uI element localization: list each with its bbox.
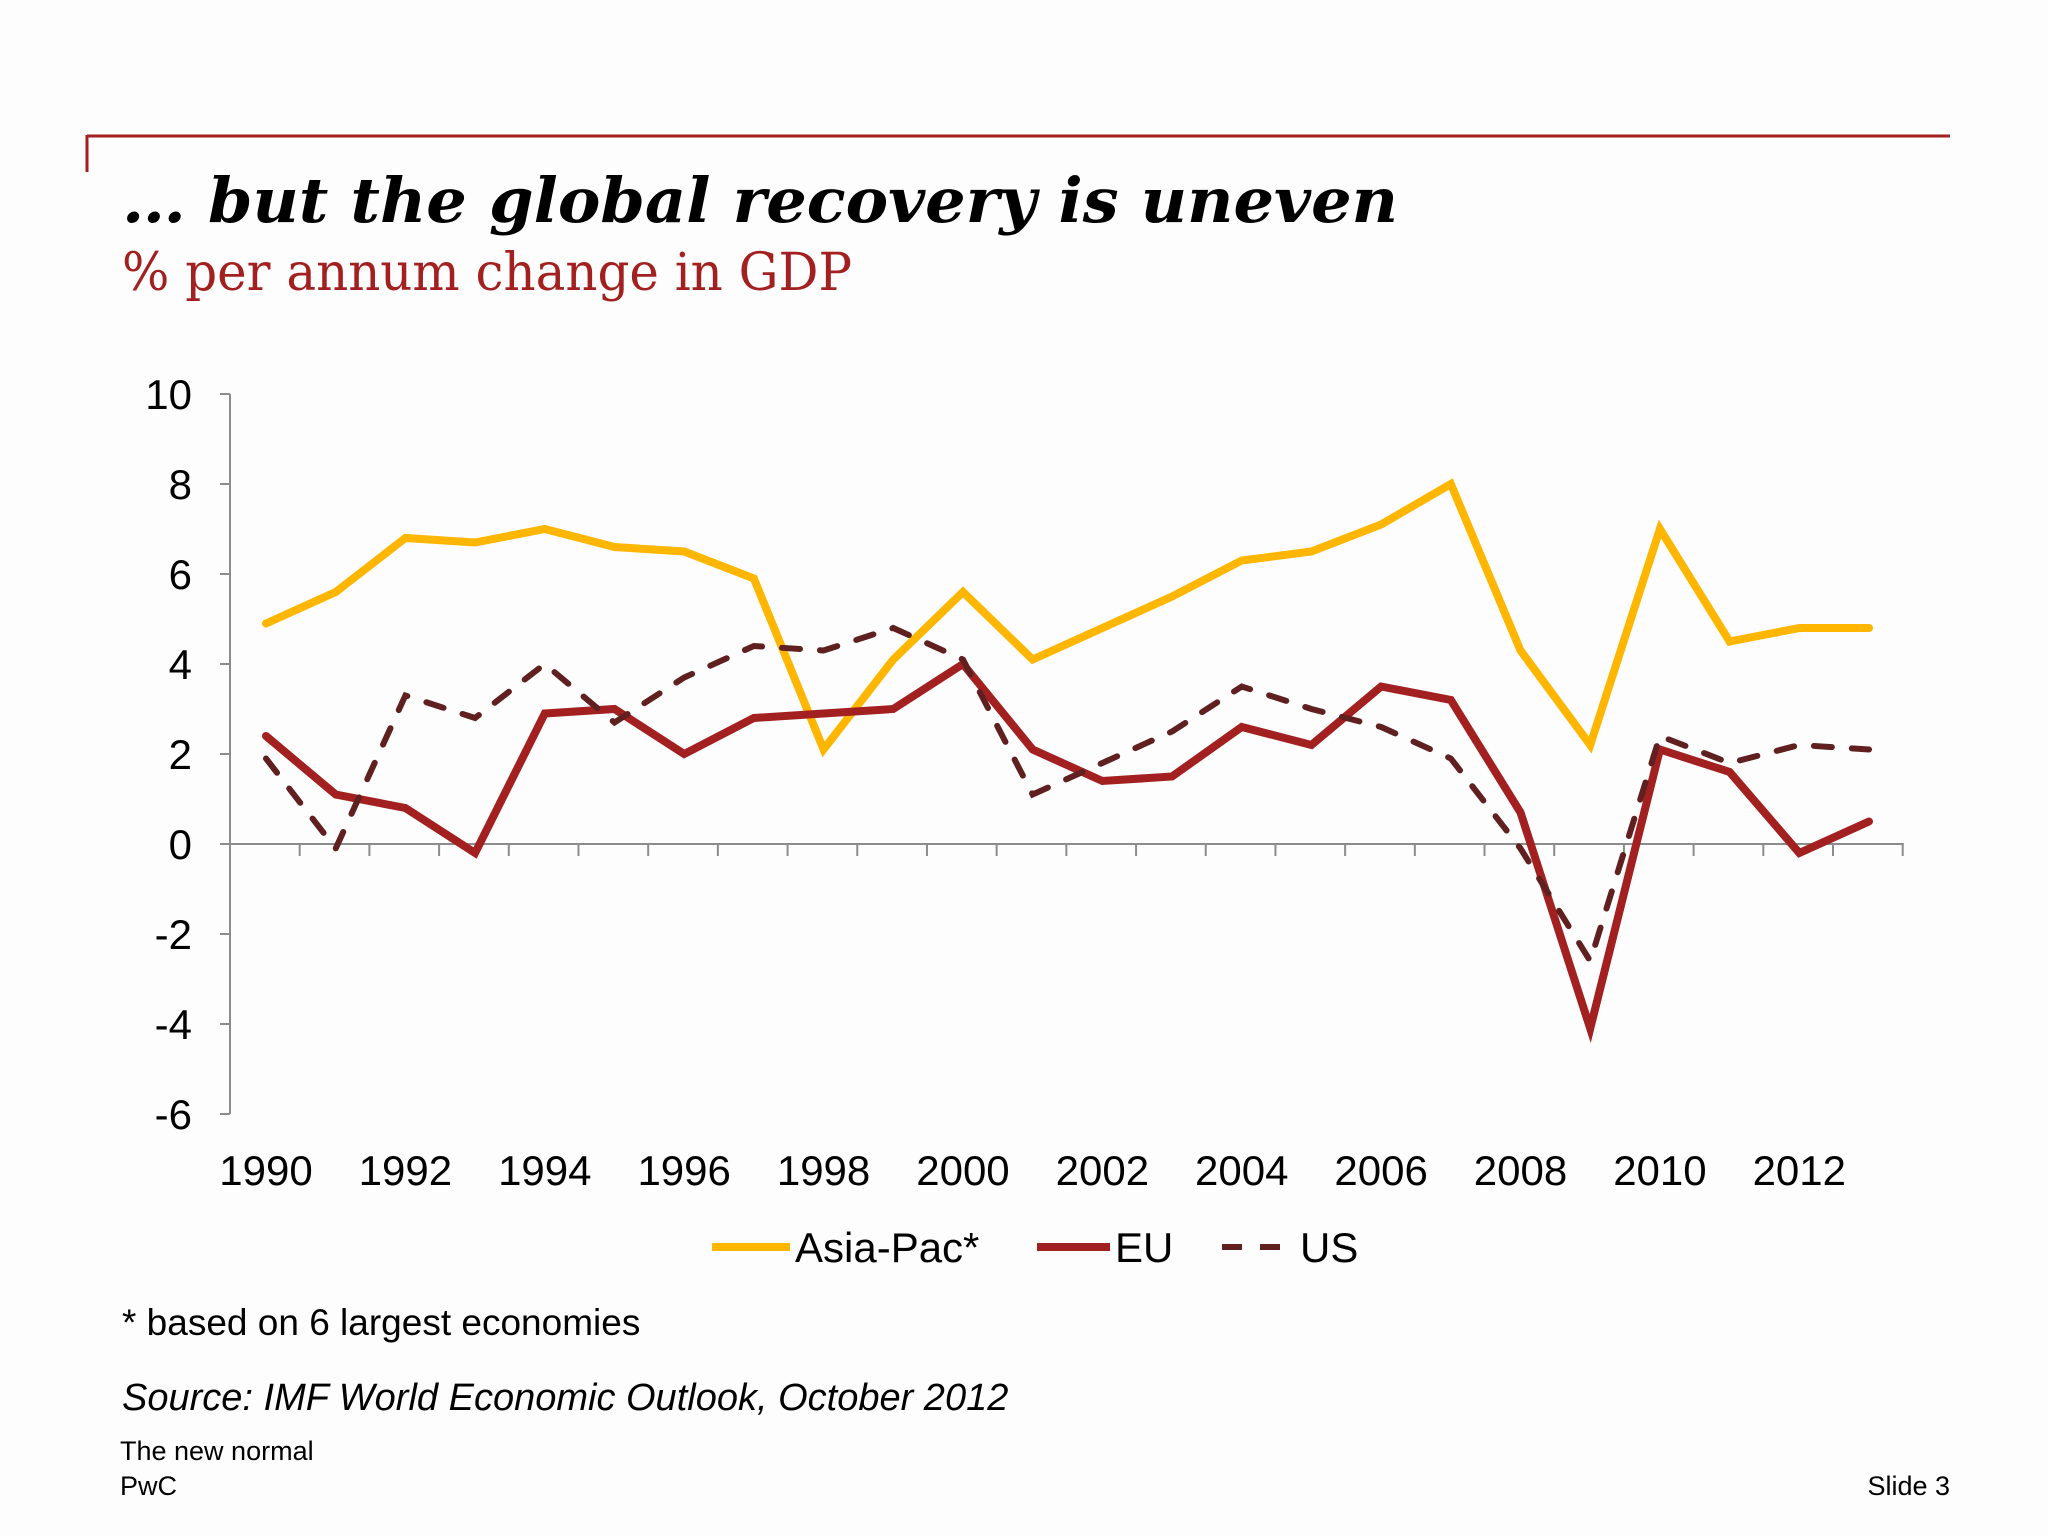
y-tick-label: -2: [155, 911, 192, 958]
x-tick-label: 1992: [359, 1147, 452, 1194]
legend-label: US: [1300, 1224, 1358, 1271]
x-tick-label: 2010: [1613, 1147, 1706, 1194]
source-note: Source: IMF World Economic Outlook, Octo…: [122, 1377, 1008, 1419]
series-line-eu: [262, 658, 1873, 1044]
legend: Asia-Pac* EU US: [712, 1224, 1358, 1271]
x-tick-label: 1998: [777, 1147, 870, 1194]
x-tick-label: 2012: [1753, 1147, 1846, 1194]
x-tick-label: 1996: [637, 1147, 730, 1194]
y-tick-label: -4: [155, 1001, 192, 1048]
series-line-us: [263, 624, 1872, 969]
legend-label: EU: [1115, 1224, 1173, 1271]
y-tick-label: 10: [145, 371, 192, 418]
footer-title: The new normal: [120, 1436, 314, 1466]
slide-number: Slide 3: [1867, 1471, 1950, 1501]
y-tick-label: -6: [155, 1091, 192, 1138]
x-tick-label: 2004: [1195, 1147, 1288, 1194]
footnote: * based on 6 largest economies: [122, 1302, 640, 1343]
y-tick-label: 6: [169, 551, 192, 598]
slide-subtitle: % per annum change in GDP: [122, 243, 852, 303]
x-tick-label: 2008: [1474, 1147, 1567, 1194]
x-tick-label: 2002: [1056, 1147, 1149, 1194]
footer-company: PwC: [120, 1471, 177, 1501]
x-tick-label: 2000: [916, 1147, 1009, 1194]
x-tick-label: 2006: [1334, 1147, 1427, 1194]
gdp-line-chart: 10 8 6 4 2 0 -2 -4 -6 1990 1992 1994 1996 1998 2000 200…: [145, 371, 1904, 1271]
y-tick-label: 8: [169, 461, 192, 508]
y-tick-label: 0: [169, 821, 192, 868]
y-tick-label: 4: [169, 641, 192, 688]
legend-label: Asia-Pac*: [795, 1224, 979, 1271]
y-tick-label: 2: [169, 731, 192, 778]
x-tick-label: 1990: [219, 1147, 312, 1194]
series-line-asiapac: [262, 478, 1873, 758]
slide-title: … but the global recovery is uneven: [122, 164, 1398, 237]
x-tick-label: 1994: [498, 1147, 591, 1194]
